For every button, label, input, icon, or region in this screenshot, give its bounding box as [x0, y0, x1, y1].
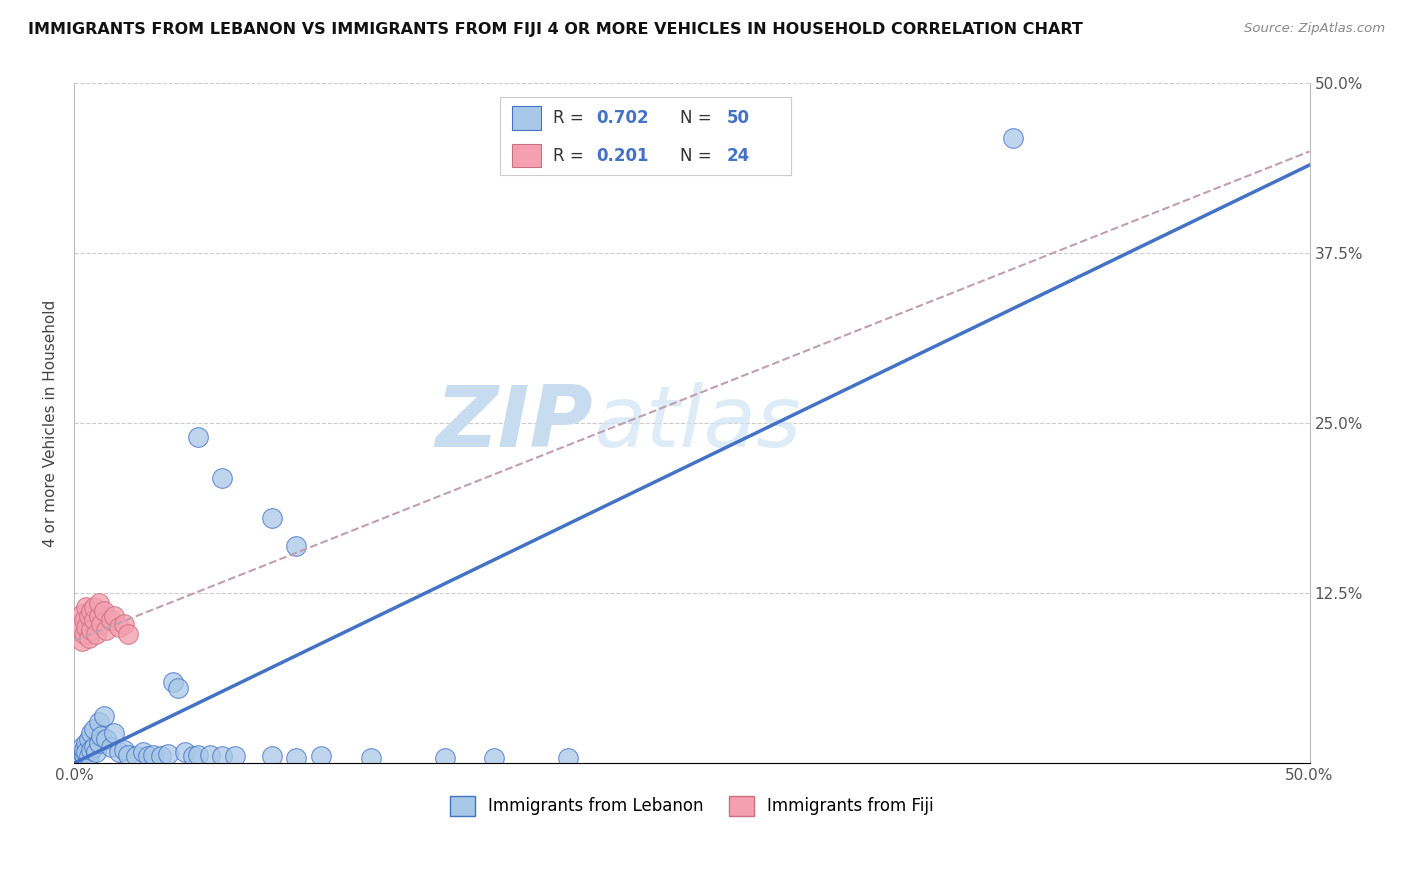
Point [80, 726, 103, 740]
Point [285, 750, 308, 764]
Point [70, 607, 93, 621]
Point [142, 747, 165, 762]
Point [90, 729, 112, 743]
Legend: Immigrants from Lebanon, Immigrants from Fiji: Immigrants from Lebanon, Immigrants from… [443, 789, 941, 822]
Point [112, 742, 135, 756]
Point [433, 750, 456, 764]
Point [360, 750, 382, 764]
Point [103, 726, 125, 740]
Text: atlas: atlas [593, 382, 801, 465]
Point [181, 749, 204, 764]
Text: Source: ZipAtlas.com: Source: ZipAtlas.com [1244, 22, 1385, 36]
Point [482, 750, 505, 764]
Point [90, 617, 112, 632]
Point [80, 623, 103, 637]
Point [73, 614, 96, 628]
Point [87, 715, 110, 730]
Text: IMMIGRANTS FROM LEBANON VS IMMIGRANTS FROM FIJI 4 OR MORE VEHICLES IN HOUSEHOLD : IMMIGRANTS FROM LEBANON VS IMMIGRANTS FR… [28, 22, 1083, 37]
Point [100, 614, 122, 628]
Point [117, 747, 139, 762]
Point [93, 604, 115, 618]
Y-axis label: 4 or more Vehicles in Household: 4 or more Vehicles in Household [44, 300, 58, 547]
Point [174, 745, 197, 759]
Point [112, 617, 135, 632]
Point [285, 539, 308, 553]
Text: ZIP: ZIP [436, 382, 593, 465]
Point [156, 747, 179, 761]
Point [162, 674, 184, 689]
Point [211, 749, 233, 764]
Point [83, 722, 105, 736]
Point [96, 731, 118, 746]
Point [198, 747, 221, 762]
Point [260, 749, 283, 764]
Point [211, 470, 233, 484]
Point [70, 739, 93, 754]
Point [67, 620, 90, 634]
Point [70, 745, 93, 759]
Point [70, 633, 93, 648]
Point [187, 430, 209, 444]
Point [1001, 131, 1024, 145]
Point [86, 745, 108, 759]
Point [77, 631, 100, 645]
Point [73, 627, 96, 641]
Point [80, 604, 103, 618]
Point [107, 620, 129, 634]
Point [187, 747, 209, 762]
Point [75, 736, 97, 750]
Point [75, 599, 97, 614]
Point [167, 681, 190, 696]
Point [132, 745, 155, 759]
Point [77, 609, 100, 624]
Point [309, 749, 332, 764]
Point [73, 742, 96, 756]
Point [87, 736, 110, 750]
Point [96, 623, 118, 637]
Point [224, 749, 246, 764]
Point [557, 750, 579, 764]
Point [117, 627, 139, 641]
Point [83, 739, 105, 754]
Point [149, 749, 172, 764]
Point [73, 747, 96, 762]
Point [80, 742, 103, 756]
Point [136, 749, 159, 764]
Point [125, 749, 148, 764]
Point [103, 609, 125, 624]
Point [75, 745, 97, 759]
Point [75, 620, 97, 634]
Point [87, 596, 110, 610]
Point [93, 708, 115, 723]
Point [107, 745, 129, 759]
Point [260, 511, 283, 525]
Point [77, 731, 100, 746]
Point [83, 599, 105, 614]
Point [86, 627, 108, 641]
Point [87, 609, 110, 624]
Point [77, 749, 100, 764]
Point [100, 739, 122, 754]
Point [83, 614, 105, 628]
Point [67, 749, 90, 764]
